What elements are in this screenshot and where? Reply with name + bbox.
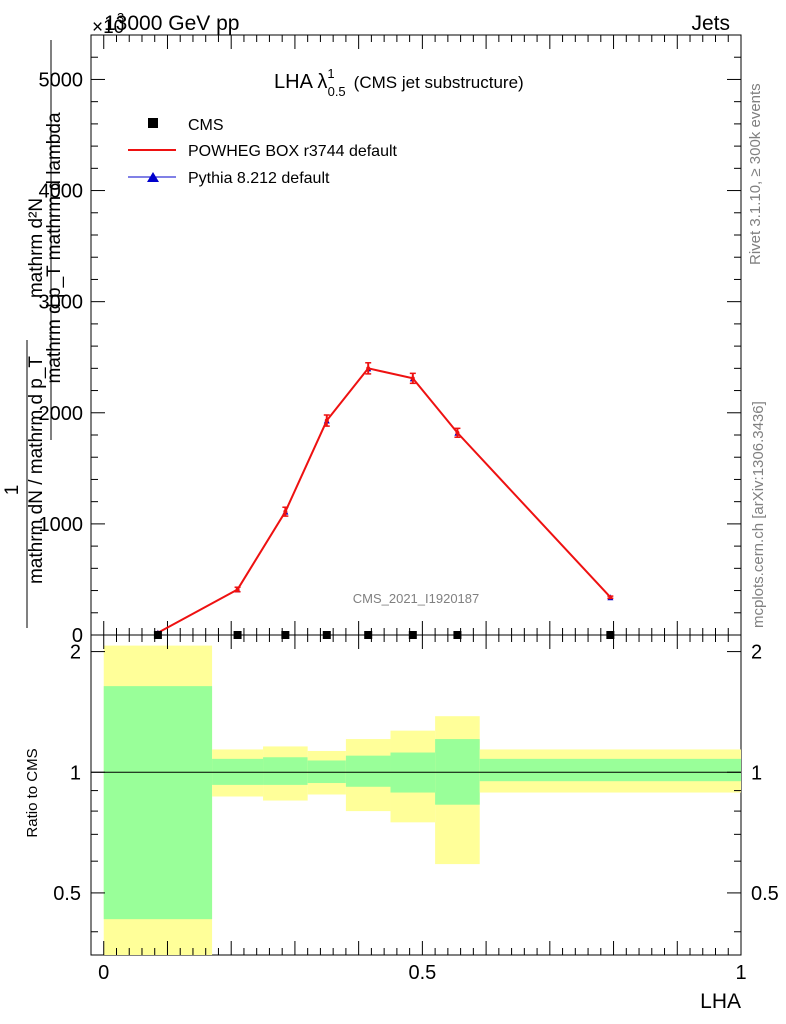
title-main: LHA λ bbox=[274, 71, 327, 93]
ratio-band-inner bbox=[345, 755, 391, 787]
ratio-band-inner bbox=[307, 760, 346, 784]
ratio-uncertainty-bands bbox=[103, 645, 741, 955]
ratio-band-inner bbox=[103, 686, 213, 920]
cms-point bbox=[364, 631, 373, 639]
cms-point bbox=[606, 631, 615, 639]
rivet-label: Rivet 3.1.10, ≥ 300k events bbox=[747, 83, 764, 265]
cms-point bbox=[281, 631, 290, 639]
exponent-label: ×10 bbox=[92, 17, 124, 38]
cms-point bbox=[408, 631, 417, 639]
ratio-y-tick-label: 2 bbox=[70, 642, 81, 664]
title-superscript: 1 bbox=[327, 66, 334, 81]
powheg-line bbox=[157, 367, 612, 634]
legend-powheg-label: POWHEG BOX r3744 default bbox=[188, 143, 398, 160]
exponent-power: 3 bbox=[117, 10, 124, 25]
legend-pythia-marker bbox=[147, 172, 159, 182]
title-subscript: 0.5 bbox=[328, 84, 346, 99]
powheg-point bbox=[324, 418, 329, 423]
cms-point bbox=[233, 631, 242, 639]
cms-point bbox=[153, 631, 162, 639]
ylabel-numerator: mathrm d²N bbox=[26, 198, 47, 298]
powheg-point bbox=[608, 595, 613, 600]
axis-ticks bbox=[91, 34, 742, 955]
data-series bbox=[153, 362, 615, 639]
ratio-y-tick-label: 2 bbox=[751, 642, 762, 664]
ratio-ylabel: Ratio to CMS bbox=[24, 748, 41, 837]
ratio-y-tick-label: 1 bbox=[751, 762, 762, 784]
ratio-band-inner bbox=[263, 757, 308, 785]
y-tick-label: 0 bbox=[72, 625, 83, 647]
x-tick-label: 0 bbox=[98, 962, 109, 984]
powheg-point bbox=[410, 376, 415, 381]
ylabel-factor-denominator: mathrm dN / mathrm d p_T bbox=[26, 356, 47, 584]
legend-pythia-label: Pythia 8.212 default bbox=[188, 170, 330, 187]
energy-label: 13000 GeV pp bbox=[104, 12, 239, 35]
source-label: mcplots.cern.ch [arXiv:1306.3436] bbox=[750, 401, 767, 628]
cms-point bbox=[453, 631, 462, 639]
legend-cms-label: CMS bbox=[188, 117, 224, 134]
process-label: Jets bbox=[691, 12, 730, 35]
main-ylabel: mathrm d²N mathrm d p_T mathrm d lambda … bbox=[2, 40, 65, 628]
powheg-point bbox=[455, 430, 460, 435]
y-tick-label: 3000 bbox=[39, 292, 84, 314]
watermark: CMS_2021_I1920187 bbox=[353, 591, 480, 606]
powheg-point bbox=[366, 366, 371, 371]
y-tick-label: 4000 bbox=[39, 181, 84, 203]
y-tick-label: 1000 bbox=[39, 514, 84, 536]
ylabel-factor-numerator: 1 bbox=[2, 485, 23, 496]
chart-title: LHA λ1 0.5 (CMS jet substructure) bbox=[274, 66, 524, 99]
title-suffix: (CMS jet substructure) bbox=[354, 73, 524, 92]
ratio-y-tick-label: 0.5 bbox=[751, 883, 779, 905]
y-tick-label: 2000 bbox=[39, 403, 84, 425]
x-tick-label: 0.5 bbox=[408, 962, 436, 984]
ratio-band-inner bbox=[479, 758, 741, 782]
legend-cms-marker bbox=[148, 118, 158, 128]
legend: CMS POWHEG BOX r3744 default Pythia 8.21… bbox=[128, 117, 398, 187]
ratio-y-tick-label: 1 bbox=[70, 762, 81, 784]
powheg-point bbox=[283, 509, 288, 514]
ylabel-denominator: mathrm d p_T mathrm d lambda bbox=[44, 112, 65, 383]
cms-point bbox=[322, 631, 331, 639]
x-tick-label: 1 bbox=[735, 962, 746, 984]
xlabel: LHA bbox=[700, 990, 741, 1013]
ratio-y-tick-label: 0.5 bbox=[53, 883, 81, 905]
tick-labels: 0 1000 2000 3000 4000 5000 0 0.5 1 0.5 0.5 1 1 2 2 bbox=[39, 69, 779, 984]
y-tick-label: 5000 bbox=[39, 69, 84, 91]
powheg-point bbox=[235, 587, 240, 592]
